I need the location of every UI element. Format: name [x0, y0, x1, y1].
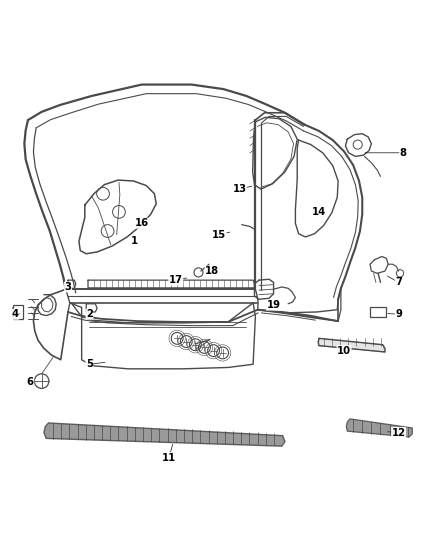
- Text: 2: 2: [86, 309, 93, 319]
- Text: 13: 13: [233, 184, 247, 194]
- Text: 16: 16: [134, 219, 149, 228]
- Text: 10: 10: [337, 345, 351, 356]
- Text: 14: 14: [312, 207, 326, 217]
- Text: 1: 1: [131, 237, 138, 246]
- Bar: [370, 308, 386, 318]
- Text: 17: 17: [169, 275, 183, 285]
- Text: 19: 19: [267, 300, 281, 310]
- Text: 4: 4: [12, 309, 19, 319]
- Text: 18: 18: [205, 266, 219, 276]
- Polygon shape: [318, 338, 385, 352]
- Text: 5: 5: [86, 359, 93, 369]
- Text: 11: 11: [162, 453, 176, 463]
- Text: 3: 3: [64, 282, 71, 292]
- Text: 15: 15: [212, 230, 226, 240]
- Text: 9: 9: [395, 309, 402, 319]
- Text: 8: 8: [400, 148, 407, 158]
- Polygon shape: [346, 419, 412, 437]
- Polygon shape: [44, 423, 285, 446]
- Text: 12: 12: [392, 427, 406, 438]
- Bar: [14, 305, 24, 319]
- Text: 7: 7: [395, 277, 402, 287]
- Text: 6: 6: [27, 377, 34, 387]
